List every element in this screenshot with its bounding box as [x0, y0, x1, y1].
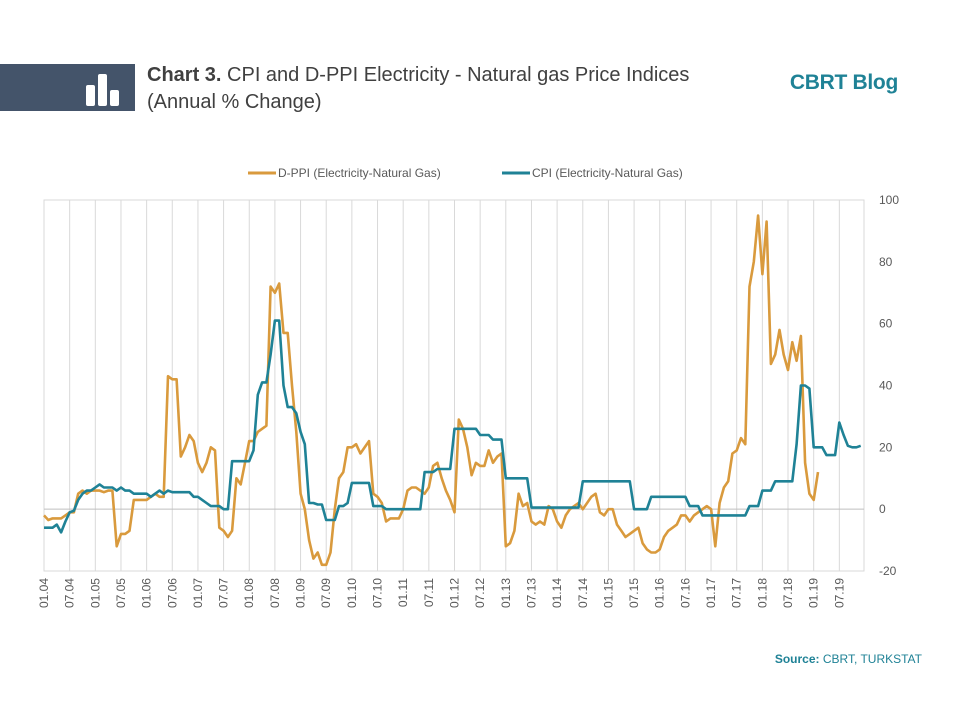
x-tick-label: 07.17	[730, 578, 744, 608]
y-tick-label: 60	[879, 317, 893, 331]
chart-title-text: CPI and D-PPI Electricity - Natural gas …	[147, 64, 690, 113]
x-tick-label: 01.05	[88, 578, 102, 608]
source-label: Source:	[774, 652, 820, 666]
y-tick-label: 0	[879, 502, 886, 516]
x-tick-label: 07.15	[627, 578, 641, 608]
chart-title: Chart 3. CPI and D-PPI Electricity - Nat…	[147, 62, 707, 116]
dppi-series-line	[43, 214, 820, 567]
x-tick-label: 01.07	[191, 578, 205, 608]
x-tick-label: 01.06	[140, 578, 154, 608]
x-tick-label: 01.13	[499, 578, 513, 608]
x-tick-label: 01.11	[396, 578, 410, 607]
x-tick-label: 01.18	[755, 578, 769, 608]
brand-name: CBRT Blog	[789, 71, 898, 94]
y-tick-label: 80	[879, 255, 893, 269]
source-text: CBRT, TURKSTAT	[822, 652, 922, 666]
x-tick-label: 07.12	[473, 578, 487, 608]
x-tick-label: 01.10	[345, 578, 359, 608]
legend-label: D-PPI (Electricity-Natural Gas)	[278, 166, 441, 180]
y-tick-label: 100	[879, 193, 899, 207]
x-tick-label: 01.08	[242, 578, 256, 608]
x-tick-label: 07.14	[576, 578, 590, 608]
x-tick-label: 01.15	[601, 578, 615, 608]
y-tick-label: -20	[879, 564, 897, 578]
x-tick-label: 01.17	[704, 578, 718, 608]
legend-label: CPI (Electricity-Natural Gas)	[532, 166, 683, 180]
y-tick-label: 40	[879, 379, 893, 393]
x-tick-label: 07.16	[678, 578, 692, 608]
x-tick-label: 01.14	[550, 578, 564, 608]
x-tick-label: 07.08	[268, 578, 282, 608]
x-tick-label: 07.06	[165, 578, 179, 608]
source-note: Source: CBRT, TURKSTAT	[775, 652, 922, 666]
x-tick-label: 07.05	[114, 578, 128, 608]
x-tick-label: 07.11	[422, 578, 436, 607]
x-tick-label: 07.04	[63, 578, 77, 608]
x-tick-label: 01.12	[447, 578, 461, 608]
x-tick-label: 07.10	[371, 578, 385, 608]
x-tick-label: 07.18	[781, 578, 795, 608]
bar-chart-icon	[86, 74, 119, 106]
x-tick-label: 07.09	[319, 578, 333, 608]
x-tick-label: 07.19	[832, 578, 846, 608]
x-tick-label: 01.19	[807, 578, 821, 608]
x-tick-label: 07.13	[524, 578, 538, 608]
x-tick-label: 01.16	[653, 578, 667, 608]
x-tick-label: 01.04	[37, 578, 51, 608]
y-tick-label: 20	[879, 440, 893, 454]
cpi-series-line	[44, 319, 862, 534]
x-tick-label: 07.07	[217, 578, 231, 608]
chart-title-label: Chart 3.	[147, 64, 222, 86]
x-tick-label: 01.09	[294, 578, 308, 608]
